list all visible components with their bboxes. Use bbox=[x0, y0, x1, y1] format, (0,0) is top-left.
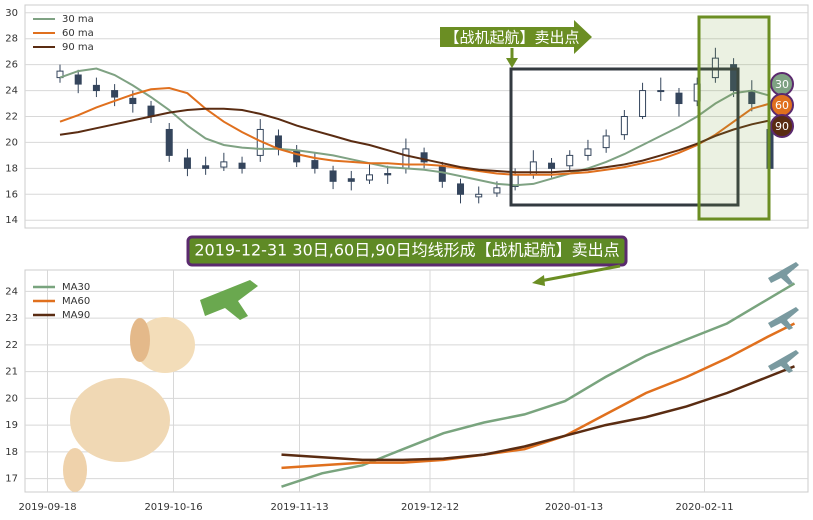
candle-body bbox=[311, 160, 319, 169]
x-tick-label: 2019-12-12 bbox=[401, 502, 459, 513]
candle-body bbox=[293, 149, 301, 163]
y-tick-label: 19 bbox=[5, 420, 18, 431]
ma-line bbox=[59, 86, 771, 176]
candle-body bbox=[657, 90, 665, 93]
legend-label: MA60 bbox=[62, 296, 90, 307]
candle-body bbox=[111, 90, 119, 98]
x-tick-label: 2019-11-13 bbox=[270, 502, 328, 513]
candle-body bbox=[493, 187, 501, 194]
legend-label: MA90 bbox=[62, 310, 90, 321]
legend-label: 60 ma bbox=[62, 28, 94, 39]
y-tick-label: 28 bbox=[5, 34, 18, 45]
candle-body bbox=[347, 178, 355, 182]
badge bbox=[770, 114, 794, 138]
y-tick-label: 20 bbox=[5, 137, 18, 148]
candle-body bbox=[165, 128, 173, 156]
y-tick-label: 18 bbox=[5, 447, 18, 458]
y-tick-label: 22 bbox=[5, 112, 18, 123]
candle-body bbox=[147, 105, 155, 117]
candle-body bbox=[202, 165, 210, 169]
y-tick-label: 14 bbox=[5, 215, 18, 226]
x-tick-label: 2020-02-11 bbox=[675, 502, 733, 513]
candle-body bbox=[74, 74, 82, 85]
annotation-arrow bbox=[440, 20, 592, 54]
candle-body bbox=[639, 90, 647, 118]
badge-label: 90 bbox=[775, 120, 789, 133]
candle-body bbox=[129, 97, 137, 105]
legend-label: MA30 bbox=[62, 282, 90, 293]
ma-line bbox=[281, 365, 795, 462]
highlight-box bbox=[697, 15, 771, 221]
badge-label: 60 bbox=[775, 99, 789, 112]
candle-body bbox=[56, 70, 64, 79]
x-tick-label: 2020-01-13 bbox=[545, 502, 603, 513]
candle-body bbox=[602, 135, 610, 149]
highlight-box bbox=[509, 67, 740, 207]
y-tick-label: 23 bbox=[5, 313, 18, 324]
y-tick-label: 20 bbox=[5, 393, 18, 404]
ma-line bbox=[59, 107, 771, 174]
candle-body bbox=[675, 92, 683, 105]
pointer bbox=[506, 58, 518, 68]
y-tick-label: 26 bbox=[5, 60, 18, 71]
plane-icons bbox=[768, 262, 799, 373]
candle-body bbox=[475, 193, 483, 198]
candle-body bbox=[620, 116, 628, 136]
banner bbox=[186, 235, 628, 267]
ma-line bbox=[281, 322, 796, 470]
y-tick-label: 30 bbox=[5, 8, 18, 19]
dog-illustration bbox=[63, 280, 258, 492]
pointer bbox=[539, 264, 621, 283]
layer: 14 16 18 20 22 24 26 28 30 30 ma 30 60 ma 60 90 ma 90 1… bbox=[5, 8, 808, 513]
x-tick-label: 2019-09-18 bbox=[18, 502, 76, 513]
y-tick-label: 16 bbox=[5, 189, 18, 200]
candle-body bbox=[329, 170, 337, 182]
candle-body bbox=[365, 174, 373, 181]
candle-body bbox=[92, 84, 100, 92]
y-tick-label: 22 bbox=[5, 340, 18, 351]
pointer bbox=[532, 275, 545, 286]
candle-body bbox=[238, 162, 246, 169]
banner-title: 2019-12-31 30日,60日,90日均线形成【战机起航】卖出点 bbox=[194, 241, 619, 260]
candle-body bbox=[457, 183, 465, 195]
y-tick-label: 24 bbox=[5, 86, 18, 97]
x-tick-label: 2019-10-16 bbox=[144, 502, 202, 513]
candle-body bbox=[548, 162, 556, 169]
legend-label: 30 ma bbox=[62, 14, 94, 25]
candle-body bbox=[420, 152, 428, 163]
candle-body bbox=[584, 148, 592, 156]
candle-body bbox=[183, 157, 191, 169]
y-tick-label: 18 bbox=[5, 163, 18, 174]
candle-body bbox=[384, 173, 392, 176]
ma-line bbox=[59, 67, 771, 187]
y-tick-label: 21 bbox=[5, 367, 18, 378]
y-tick-label: 17 bbox=[5, 474, 18, 485]
candle-body bbox=[220, 161, 228, 168]
y-tick-label: 24 bbox=[5, 286, 18, 297]
legend-label: 90 ma bbox=[62, 42, 94, 53]
badge-label: 30 bbox=[775, 78, 789, 91]
candle-body bbox=[566, 154, 574, 167]
annotation: 【战机起航】卖出点 bbox=[444, 29, 579, 47]
